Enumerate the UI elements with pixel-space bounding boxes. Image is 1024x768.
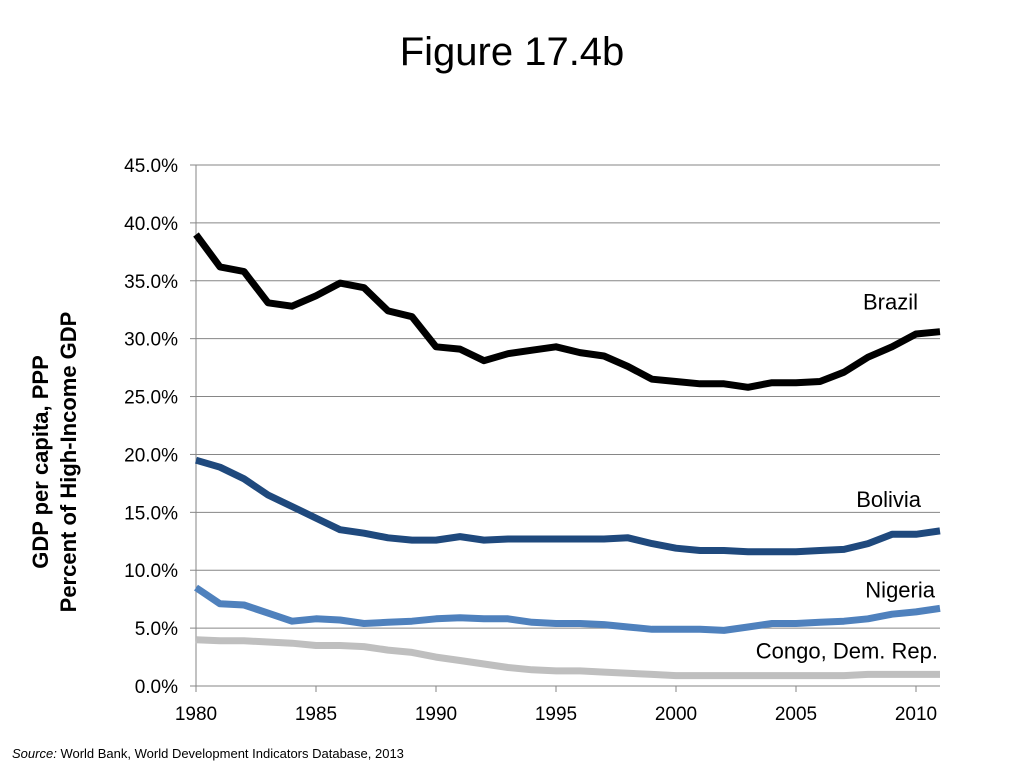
source-prefix: Source: <box>12 746 57 761</box>
series-line-nigeria <box>194 584 941 634</box>
y-tick-label: 25.0% <box>124 388 178 409</box>
series-label-nigeria: Nigeria <box>865 577 935 602</box>
y-tick-label: 40.0% <box>124 214 178 235</box>
y-tick-label: 45.0% <box>124 156 178 177</box>
x-tick-label: 1980 <box>175 704 217 725</box>
source-note: Source: World Bank, World Development In… <box>12 746 404 761</box>
y-tick-label: 20.0% <box>124 445 178 466</box>
axes: 0.0% 5.0% 10.0% 15.0% 20.0% 25.0% 30.0% 35.0% 40… <box>124 156 940 725</box>
series-line-congo-dem-rep <box>195 636 940 680</box>
y-tick-label: 0.0% <box>135 677 178 698</box>
series-lines <box>193 232 941 680</box>
y-tick-label: 5.0% <box>135 619 178 640</box>
series-line-brazil <box>193 232 941 391</box>
x-tick-label: 1995 <box>535 704 577 725</box>
y-tick-label: 10.0% <box>124 561 178 582</box>
series-label-congo-dem-rep: Congo, Dem. Rep. <box>756 638 938 663</box>
y-tick-label: 35.0% <box>124 272 178 293</box>
series-labels: Brazil Bolivia Nigeria Congo, Dem. Rep. <box>756 290 938 664</box>
x-tick-label: 2000 <box>655 704 697 725</box>
gridlines <box>196 164 940 629</box>
x-tick-label: 1985 <box>295 704 337 725</box>
chart-title: Figure 17.4b <box>399 30 625 74</box>
series-label-bolivia: Bolivia <box>856 487 922 512</box>
series-label-brazil: Brazil <box>863 290 918 315</box>
x-tick-label: 1990 <box>415 704 457 725</box>
y-tick-label: 15.0% <box>124 503 178 524</box>
x-tick-label: 2005 <box>775 704 817 725</box>
x-tick-label: 2010 <box>895 704 937 725</box>
series-line-bolivia <box>195 456 941 556</box>
source-text: World Bank, World Development Indicators… <box>60 746 404 761</box>
y-tick-label: 30.0% <box>124 330 178 351</box>
